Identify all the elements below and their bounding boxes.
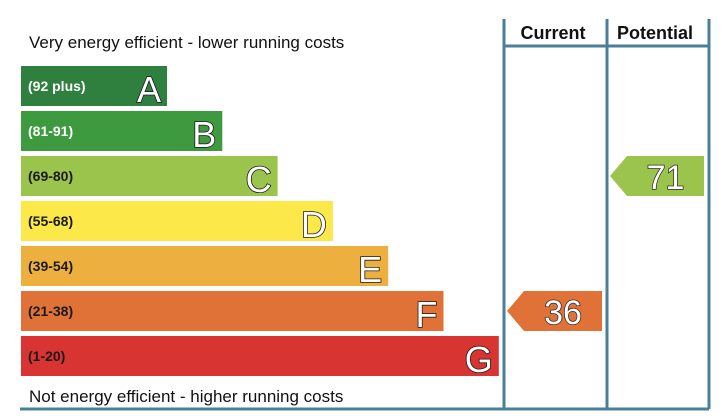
band-range-c: (69-80)	[28, 168, 73, 184]
band-letter-a: A	[137, 69, 161, 110]
band-f: (21-38) F	[21, 291, 444, 336]
band-range-d: (55-68)	[28, 213, 73, 229]
current-rating-value: 36	[544, 294, 582, 332]
band-letter-g: G	[465, 339, 493, 380]
band-bar-c	[21, 156, 278, 196]
band-d: (55-68) D	[21, 201, 333, 246]
potential-rating-arrow	[610, 156, 704, 196]
band-letter-d: D	[301, 204, 327, 245]
band-range-e: (39-54)	[28, 258, 73, 274]
band-letter-b: B	[192, 114, 216, 155]
band-g: (1-20) G	[21, 336, 499, 381]
potential-rating: 71	[610, 156, 704, 198]
band-bar-f	[21, 291, 444, 331]
rating-columns-frame	[20, 19, 711, 411]
top-efficiency-label: Very energy efficient - lower running co…	[29, 33, 344, 52]
band-letter-f: F	[416, 294, 438, 335]
band-letter-c: C	[246, 159, 272, 200]
band-range-g: (1-20)	[28, 348, 65, 364]
band-range-f: (21-38)	[28, 303, 73, 319]
band-bar-b	[21, 111, 223, 151]
band-bar-d	[21, 201, 333, 241]
band-bar-a	[21, 66, 167, 106]
potential-rating-value: 71	[647, 159, 685, 197]
potential-column-header: Potential	[617, 23, 693, 43]
current-rating-arrow	[507, 291, 602, 331]
band-c: (69-80) C	[21, 156, 278, 201]
band-range-a: (92 plus)	[28, 78, 86, 94]
band-e: (39-54) E	[21, 246, 389, 291]
band-bar-e	[21, 246, 389, 286]
current-column-header: Current	[520, 23, 585, 43]
band-b: (81-91) B	[21, 111, 223, 156]
current-rating: 36	[507, 291, 602, 333]
band-bar-g	[21, 336, 499, 376]
band-range-b: (81-91)	[28, 123, 73, 139]
rating-arrows: 36 71	[507, 156, 704, 333]
rating-bands: (92 plus) A(81-91) B(69-80) C(55-68) D(39-54…	[21, 66, 499, 381]
band-a: (92 plus) A	[21, 66, 167, 111]
band-letter-e: E	[358, 249, 382, 290]
bottom-efficiency-label: Not energy efficient - higher running co…	[29, 387, 343, 406]
